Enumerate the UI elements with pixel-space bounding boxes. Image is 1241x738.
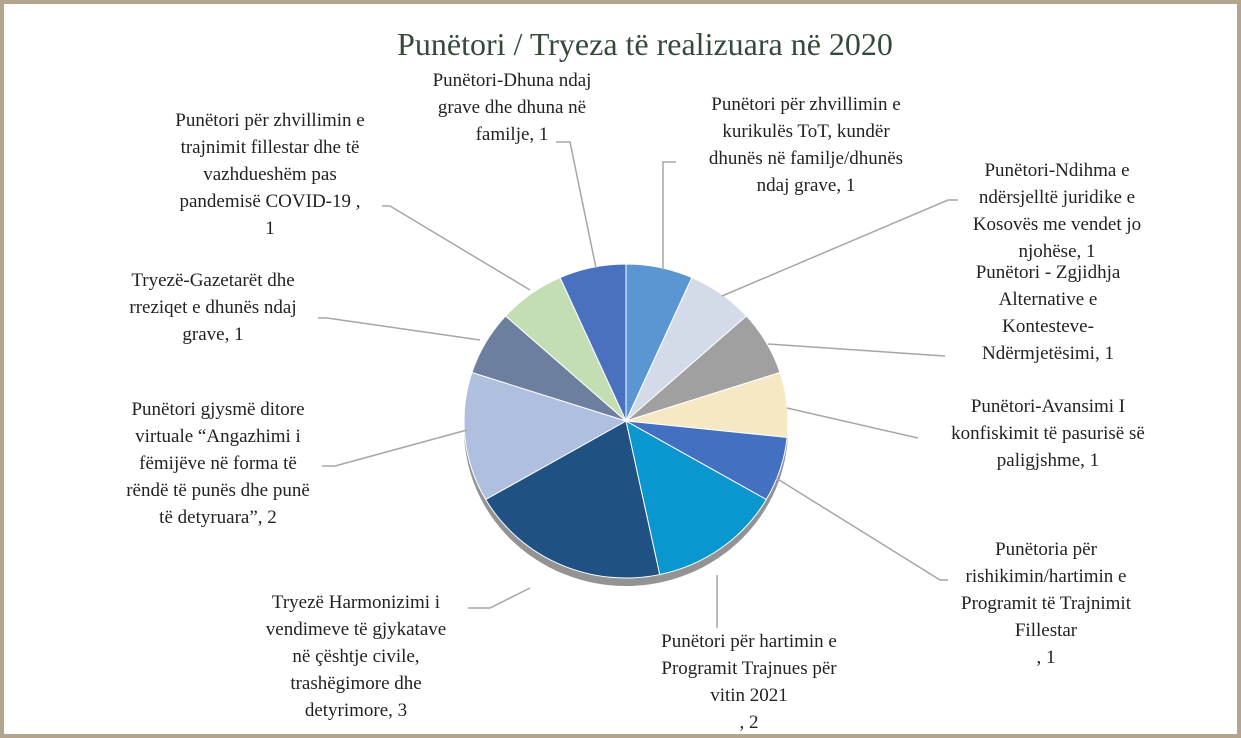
leader-line	[468, 587, 531, 609]
data-label: Punëtori për zhvillimin e	[175, 110, 364, 131]
data-label: ndaj grave, 1	[757, 175, 856, 196]
leader-line	[721, 199, 958, 297]
data-label: kurikulës ToT, kundër	[722, 121, 890, 142]
pie-slice	[485, 420, 661, 579]
data-label: vendimeve të gjykatave	[266, 619, 446, 640]
data-label: Tryezë-Gazetarët dhe	[131, 270, 294, 291]
data-label: pandemisë COVID-19 ,	[180, 191, 361, 212]
data-label: Tryezë Harmonizimi i	[272, 592, 440, 613]
data-label: Alternative e	[999, 289, 1098, 310]
data-label: rreziqet e dhunës ndaj	[129, 297, 296, 318]
data-label: trajnimit fillestar dhe të	[181, 137, 360, 158]
data-label: Punëtori-Ndihma e	[984, 160, 1129, 181]
data-label: virtuale “Angazhimi i	[135, 426, 301, 447]
data-label: konfiskimit të pasurisë së	[951, 423, 1145, 444]
data-label: grave dhe dhuna në	[438, 97, 586, 118]
data-label: 1	[265, 218, 275, 239]
leader-line	[786, 407, 919, 439]
data-label: Punëtori për zhvillimin e	[711, 94, 900, 115]
data-label: Ndërmjetësimi, 1	[982, 343, 1114, 364]
data-label: trashëgimore dhe	[290, 673, 421, 694]
data-label: dhunës në familje/dhunës	[709, 148, 903, 169]
data-label: Punëtoria për	[995, 539, 1098, 560]
data-label: vitin 2021	[710, 685, 788, 706]
data-label: familje, 1	[476, 124, 549, 145]
leader-line	[318, 317, 481, 341]
data-label: ndërsjelltë juridike e	[979, 187, 1135, 208]
data-label: Punëtori gjysmë ditore	[131, 399, 304, 420]
data-label: detyrimore, 3	[305, 700, 407, 721]
data-label: Punëtori-Dhuna ndaj	[433, 70, 592, 91]
data-label: grave, 1	[182, 324, 243, 345]
chart-title: Punëtori / Tryeza të realizuara në 2020	[397, 26, 893, 62]
data-label: në çështje civile,	[292, 646, 419, 667]
pie-slice	[463, 371, 628, 501]
data-label: njohëse, 1	[1018, 241, 1095, 262]
pie-slice	[559, 263, 627, 422]
data-label: rëndë të punës dhe punë	[126, 480, 310, 501]
leader-line	[322, 429, 468, 467]
leader-line	[382, 205, 531, 291]
data-label: Fillestar	[1015, 620, 1078, 641]
data-label: fëmijëve në forma të	[139, 453, 297, 474]
leader-line	[662, 161, 676, 270]
pie-slice	[625, 420, 767, 576]
data-label: Punëtori për hartimin e	[661, 631, 837, 652]
data-label: paligjshme, 1	[997, 450, 1099, 471]
data-label: Punëtori - Zgjidhja	[976, 262, 1121, 283]
data-label: Punëtori-Avansimi I	[971, 396, 1125, 417]
data-label: , 2	[740, 712, 759, 733]
data-label: Programit të Trajnimit	[961, 593, 1132, 614]
data-label: Kosovës me vendet jo	[973, 214, 1141, 235]
data-label: , 1	[1037, 647, 1056, 668]
data-label: të detyruara”, 2	[159, 507, 277, 528]
leader-line	[767, 343, 946, 357]
data-label: rishikimin/hartimin e	[966, 566, 1127, 587]
leader-line	[775, 477, 948, 581]
data-label: vazhdueshëm pas	[203, 164, 336, 185]
data-label: Kontesteve-	[1002, 316, 1094, 337]
leader-line	[556, 141, 597, 269]
data-label: Programit Trajnues për	[661, 658, 837, 679]
